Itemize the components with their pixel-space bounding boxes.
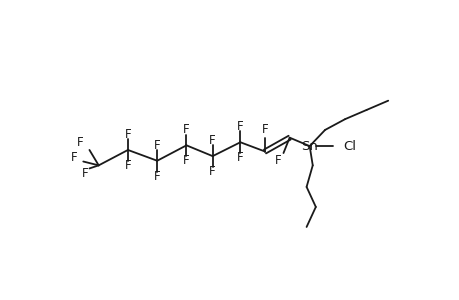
- Text: Cl: Cl: [342, 140, 355, 153]
- Text: F: F: [154, 169, 160, 183]
- Text: F: F: [124, 159, 131, 172]
- Text: F: F: [77, 136, 84, 149]
- Text: F: F: [154, 139, 160, 152]
- Text: F: F: [209, 165, 215, 178]
- Text: F: F: [236, 151, 243, 164]
- Text: F: F: [81, 167, 88, 180]
- Text: F: F: [261, 123, 268, 136]
- Text: F: F: [183, 123, 190, 136]
- Text: F: F: [274, 154, 281, 167]
- Text: F: F: [209, 134, 215, 147]
- Text: F: F: [71, 151, 77, 164]
- Text: F: F: [183, 154, 190, 167]
- Text: F: F: [236, 120, 243, 134]
- Text: F: F: [124, 128, 131, 141]
- Text: Sn: Sn: [301, 140, 318, 153]
